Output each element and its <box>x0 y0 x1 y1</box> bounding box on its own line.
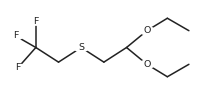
Ellipse shape <box>10 64 25 72</box>
Text: O: O <box>143 26 151 35</box>
Text: F: F <box>15 63 20 72</box>
Ellipse shape <box>139 27 154 35</box>
Ellipse shape <box>139 60 154 68</box>
Text: F: F <box>13 31 18 40</box>
Text: S: S <box>78 43 84 52</box>
Ellipse shape <box>8 32 23 40</box>
Text: F: F <box>33 17 38 26</box>
Text: O: O <box>143 60 151 69</box>
Ellipse shape <box>28 17 43 25</box>
Ellipse shape <box>74 44 89 51</box>
